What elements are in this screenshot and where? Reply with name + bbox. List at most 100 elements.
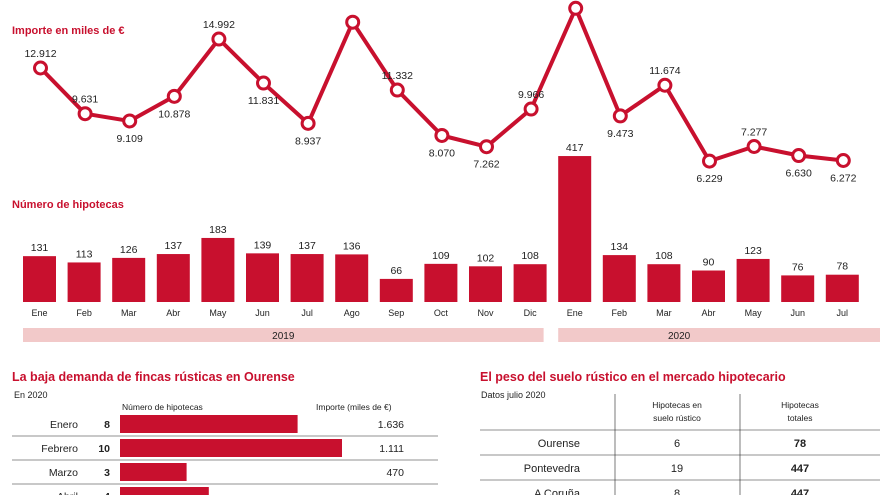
amount-point (345, 14, 361, 30)
amount-point (389, 82, 405, 98)
month-tick-label: Abr (166, 308, 180, 318)
amount-value-label: 11.674 (649, 65, 680, 77)
month-tick-label: Nov (477, 308, 494, 318)
amount-point (211, 31, 227, 47)
amount-value-label: 9.966 (518, 89, 544, 101)
count-value-label: 90 (703, 257, 715, 269)
count-value-label: 131 (31, 242, 49, 254)
month-tick-label: May (209, 308, 227, 318)
weight-subtitle: Datos julio 2020 (481, 390, 546, 400)
ourense-amount: 1.636 (378, 419, 404, 431)
count-bar (781, 275, 815, 302)
month-tick-label: Ene (31, 308, 47, 318)
count-bar (513, 264, 547, 302)
count-value-label: 126 (120, 244, 138, 256)
weight-col-header-total-1: Hipotecas (781, 400, 819, 410)
weight-total-value: 447 (791, 463, 809, 475)
count-value-label: 76 (792, 261, 804, 273)
count-bar (825, 274, 859, 302)
count-bar (201, 237, 235, 302)
ourense-panel: La baja demanda de fincas rústicas en Ou… (12, 370, 438, 495)
ourense-subtitle: En 2020 (14, 390, 48, 400)
amount-point (523, 101, 539, 117)
ourense-count: 8 (104, 419, 110, 431)
month-tick-label: Ago (344, 308, 360, 318)
month-tick-label: Jul (837, 308, 849, 318)
count-bar (692, 270, 725, 302)
year-bands: 2019 2020 (23, 328, 880, 342)
amount-point (568, 0, 584, 16)
ourense-count: 3 (104, 467, 110, 479)
month-tick-label: Abr (701, 308, 715, 318)
ourense-bar (120, 439, 342, 457)
weight-total-value: 78 (794, 438, 806, 450)
amount-point (434, 127, 450, 143)
weight-total-value: 447 (791, 488, 809, 495)
count-value-label: 137 (165, 240, 183, 252)
amount-value-label: 7.277 (741, 126, 767, 138)
count-bar (379, 278, 413, 302)
month-tick-label: Feb (612, 308, 628, 318)
ourense-amount-header: Importe (miles de €) (316, 402, 392, 412)
count-value-label: 183 (209, 224, 227, 236)
ourense-month: Febrero (41, 443, 78, 455)
count-bar (67, 262, 101, 302)
weight-table: El peso del suelo rústico en el mercado … (480, 370, 880, 495)
month-tick-label: Sep (388, 308, 404, 318)
count-value-label: 137 (298, 240, 316, 252)
amount-value-label: 12.912 (24, 48, 56, 60)
year-band (23, 328, 544, 342)
month-tick-label: Oct (434, 308, 449, 318)
amount-point (166, 88, 182, 104)
amount-value-label: 8.070 (429, 147, 455, 159)
amount-point (300, 115, 316, 131)
ourense-month: Enero (50, 419, 78, 431)
amount-point (479, 139, 494, 155)
month-tick-label: Mar (121, 308, 137, 318)
amount-point (77, 106, 93, 122)
weight-title: El peso del suelo rústico en el mercado … (480, 370, 786, 384)
amount-value-label: 11.332 (382, 70, 413, 82)
count-value-label: 78 (836, 261, 848, 273)
count-value-label: 109 (432, 250, 450, 262)
count-bar (469, 266, 502, 302)
weight-rustic-value: 6 (674, 438, 680, 450)
count-bar (290, 254, 324, 302)
weight-province: Pontevedra (524, 463, 581, 475)
weight-col-header-total-2: totales (787, 413, 812, 423)
amount-value-label: 10.878 (158, 108, 190, 120)
ourense-count: 4 (104, 491, 110, 495)
month-tick-label: Jun (790, 308, 805, 318)
weight-rustic-value: 8 (674, 488, 680, 495)
amount-chart-title: Importe en miles de € (12, 25, 124, 37)
amount-point (835, 153, 851, 168)
amount-point (612, 108, 628, 124)
month-tick-label: Mar (656, 308, 672, 318)
amount-value-label: 9.109 (117, 133, 143, 145)
count-value-label: 417 (566, 142, 584, 154)
count-bar (647, 264, 681, 302)
weight-province: A Coruña (534, 488, 581, 495)
count-value-label: 136 (343, 240, 361, 252)
amount-point (256, 75, 271, 91)
count-value-label: 66 (390, 265, 402, 277)
month-tick-label: Feb (76, 308, 92, 318)
year-band (558, 328, 880, 342)
count-value-labels: 131 113 126 137 183 139 137 136 66 109 102 108 417 13… (31, 142, 849, 277)
ourense-month: Marzo (49, 467, 78, 479)
amount-value-label: 9.473 (607, 128, 633, 140)
count-bar (602, 255, 636, 302)
count-value-label: 123 (744, 245, 762, 257)
ourense-count-header: Número de hipotecas (122, 402, 203, 412)
month-tick-label: Jul (301, 308, 313, 318)
weight-table-body: Hipotecas en suelo rústico Hipotecas totale… (480, 394, 880, 495)
amount-value-labels: 12.912 9.631 9.109 10.878 14.992 11.831 8.937 1… (24, 19, 856, 185)
amount-value-label: 8.937 (295, 135, 321, 147)
ourense-count: 10 (98, 443, 110, 455)
weight-col-header-rustic-1: Hipotecas en (652, 400, 702, 410)
amount-point (122, 113, 138, 129)
month-tick-labels: Ene Feb Mar Abr May Jun Jul Ago Sep Oct Nov Dic Ene F… (31, 308, 848, 318)
amount-value-label: 6.272 (830, 173, 856, 185)
